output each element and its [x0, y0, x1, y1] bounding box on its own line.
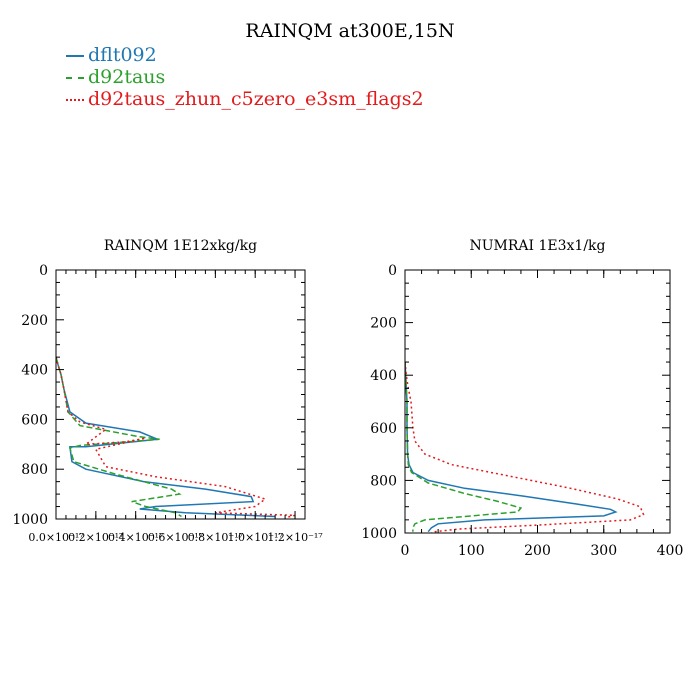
chart-title: NUMRAI 1E3x1/kg — [469, 238, 605, 254]
series-line-d92taus_zhun_c5zero_e3sm_flags2 — [405, 362, 645, 533]
y-tick-label: 400 — [370, 368, 397, 384]
page-title: RAINQM at300E,15N — [245, 20, 455, 42]
chart-1: RAINQM 1E12xkg/kg 0 200 400 600 800 1000 0.0×10… — [12, 238, 323, 544]
x-tick-label: 1.0×10⁻¹⁷ — [228, 531, 284, 544]
y-tick-label: 1000 — [361, 526, 397, 542]
legend-item-dflt092: dflt092 — [66, 44, 424, 66]
x-tick-label: 0.4×10⁻¹⁷ — [108, 531, 164, 544]
legend-swatch-d92taus-zhun — [66, 99, 84, 101]
legend-item-d92taus-zhun: d92taus_zhun_c5zero_e3sm_flags2 — [66, 88, 424, 110]
legend-swatch-d92taus — [66, 77, 84, 79]
legend-label: d92taus — [88, 66, 166, 88]
x-tick-label: 0.0×10⁻¹⁷ — [28, 531, 84, 544]
x-tick-label: 100 — [458, 543, 485, 559]
x-tick-label: 0.6×10⁻¹⁷ — [148, 531, 204, 544]
x-tick-label: 300 — [590, 543, 617, 559]
x-tick-label: 0 — [401, 543, 410, 559]
plot-frame — [404, 269, 671, 534]
plot-frame — [55, 269, 306, 520]
y-tick-label: 0 — [39, 263, 48, 279]
x-tick-label: 200 — [524, 543, 551, 559]
series-line-d92taus — [56, 356, 182, 518]
x-tick-label: 1.2×10⁻¹⁷ — [267, 531, 323, 544]
y-tick-label: 600 — [21, 412, 48, 428]
y-tick-label: 200 — [21, 313, 48, 329]
y-tick-label: 0 — [388, 263, 397, 279]
y-tick-label: 600 — [370, 421, 397, 437]
x-tick-label: 0.8×10⁻¹⁷ — [188, 531, 244, 544]
y-tick-label: 1000 — [12, 512, 48, 528]
legend-swatch-dflt092 — [66, 55, 84, 57]
y-tick-label: 400 — [21, 363, 48, 379]
series-line-d92taus — [405, 362, 523, 532]
legend-label: d92taus_zhun_c5zero_e3sm_flags2 — [88, 88, 424, 110]
series-line-dflt092 — [405, 362, 618, 533]
x-tick-label: 400 — [657, 543, 684, 559]
chart-title: RAINQM 1E12xkg/kg — [104, 238, 257, 254]
series-line-dflt092 — [56, 356, 276, 518]
y-tick-label: 800 — [370, 473, 397, 489]
series-line-d92taus_zhun_c5zero_e3sm_flags2 — [56, 356, 296, 519]
legend-label: dflt092 — [88, 44, 157, 66]
x-tick-label: 0.2×10⁻¹⁷ — [68, 531, 124, 544]
y-tick-label: 800 — [21, 462, 48, 478]
legend: dflt092 d92taus d92taus_zhun_c5zero_e3sm… — [66, 44, 424, 110]
y-tick-label: 200 — [370, 316, 397, 332]
legend-item-d92taus: d92taus — [66, 66, 424, 88]
